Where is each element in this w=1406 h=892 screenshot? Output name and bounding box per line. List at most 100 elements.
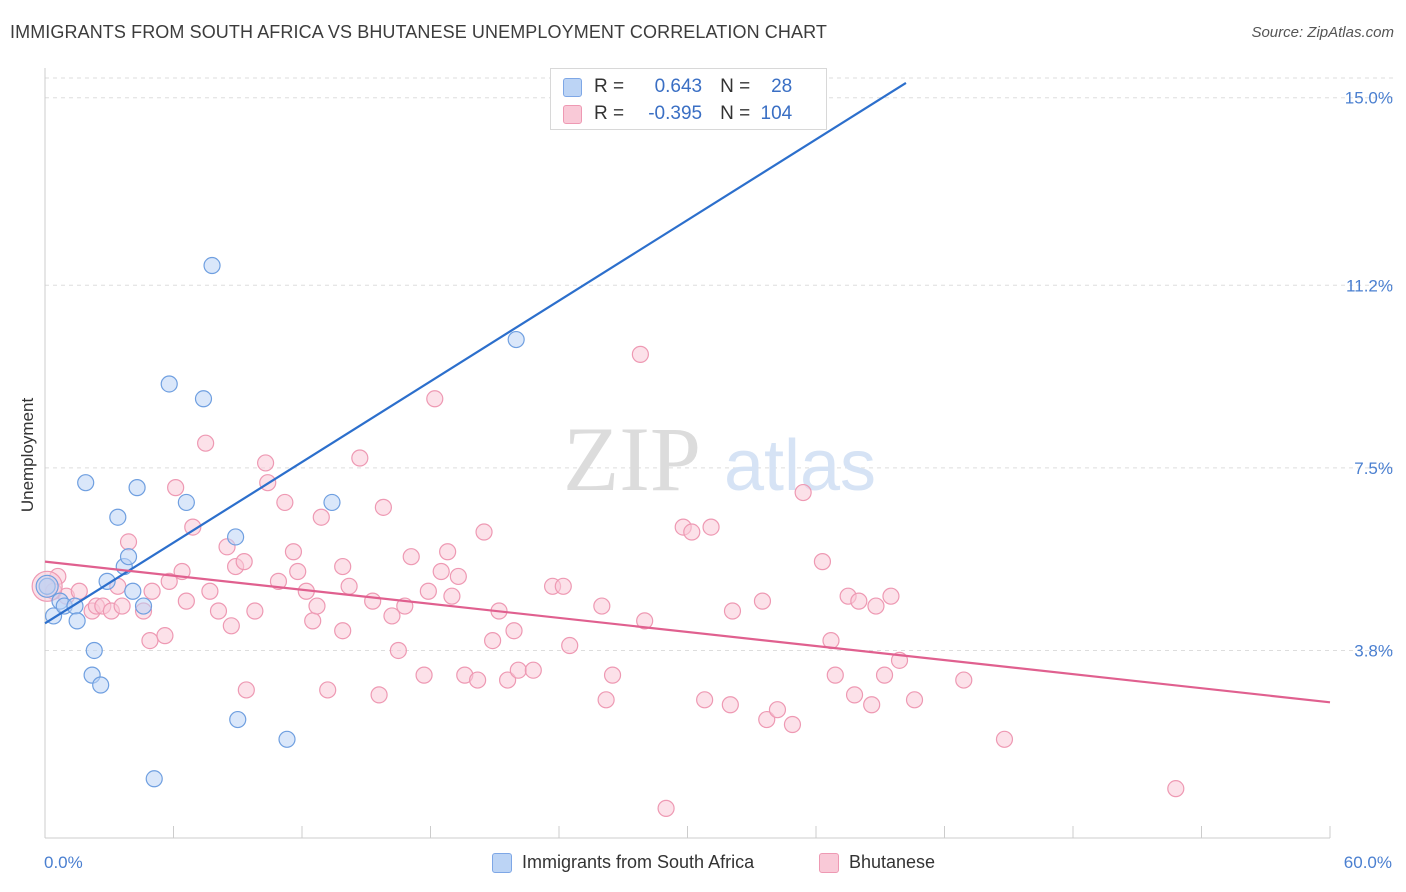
- south-africa-point: [128, 479, 146, 497]
- bhutanese-point: [657, 799, 675, 817]
- y-tick-label: 15.0%: [1345, 89, 1393, 108]
- r-value: -0.395: [648, 103, 703, 124]
- bhutanese-point: [794, 483, 812, 502]
- bhutanese-point: [1167, 780, 1185, 798]
- bhutanese-point: [721, 696, 739, 714]
- bhutanese-point: [141, 631, 159, 650]
- r-label: R =: [594, 76, 625, 97]
- bhutanese-point: [995, 730, 1014, 748]
- n-label: N =: [720, 76, 751, 97]
- south-africa-cluster-point: [35, 574, 59, 598]
- watermark-zip: ZIP: [563, 408, 701, 510]
- south-africa-point: [124, 582, 142, 600]
- y-tick-label: 7.5%: [1354, 459, 1393, 478]
- bhutanese-point: [269, 572, 288, 590]
- south-africa-point: [160, 375, 178, 393]
- south-africa-point: [92, 676, 110, 694]
- bhutanese-point: [256, 454, 275, 472]
- r-label: R =: [594, 103, 625, 124]
- bhutanese-point: [783, 715, 802, 734]
- bhutanese-point: [509, 661, 527, 679]
- n-value: 28: [771, 76, 793, 97]
- south-africa-point: [68, 612, 86, 630]
- bhutanese-point: [201, 582, 219, 600]
- bhutanese-point: [863, 696, 881, 714]
- bhutanese-point: [561, 636, 579, 655]
- x-tick-label-min: 0.0%: [44, 853, 83, 872]
- south-africa-point: [229, 710, 247, 729]
- bhutanese-point: [222, 617, 240, 635]
- bhutanese-point: [499, 671, 517, 689]
- south-africa-point: [145, 770, 163, 788]
- legend-label: Bhutanese: [849, 852, 936, 872]
- bhutanese-point: [237, 681, 255, 699]
- south-africa-point: [85, 641, 103, 660]
- bhutanese-point: [289, 562, 307, 581]
- chart-source: Source: ZipAtlas.com: [1251, 24, 1394, 41]
- bhutanese-point: [813, 553, 832, 571]
- blue-swatch-icon: [492, 852, 512, 873]
- bhutanese-point: [276, 493, 294, 512]
- south-africa-point: [227, 528, 245, 546]
- blue-swatch-icon: [563, 77, 582, 97]
- bhutanese-point: [723, 602, 742, 620]
- bhutanese-point: [334, 557, 352, 576]
- bhutanese-point: [419, 582, 437, 600]
- bhutanese-point: [475, 523, 493, 541]
- bhutanese-point: [554, 577, 572, 595]
- bhutanese-point: [308, 597, 326, 615]
- south-africa-point: [109, 508, 127, 526]
- bhutanese-point: [304, 612, 322, 630]
- south-africa-point: [194, 390, 213, 408]
- pink-swatch-icon: [819, 852, 839, 873]
- axes: [44, 68, 1331, 839]
- bhutanese-point: [593, 597, 611, 615]
- legend-item-south-africa[interactable]: Immigrants from South Africa: [492, 852, 754, 873]
- bhutanese-point: [364, 592, 382, 610]
- bhutanese-point: [334, 622, 352, 640]
- stats-row-south-africa: R = 0.643 N = 28: [563, 75, 792, 99]
- bhutanese-point: [826, 666, 844, 684]
- bhutanese-trendline: [44, 560, 1331, 704]
- bhutanese-point: [370, 686, 388, 704]
- pink-swatch-icon: [563, 104, 582, 124]
- stats-legend: R = 0.643 N = 28 R = -0.395 N = 104: [550, 68, 827, 130]
- y-tick-label: 11.2%: [1346, 276, 1393, 295]
- bhutanese-point: [319, 681, 337, 699]
- bhutanese-point: [312, 508, 330, 526]
- r-value: 0.643: [654, 76, 703, 97]
- bhutanese-point: [524, 661, 542, 679]
- bhutanese-point: [184, 518, 202, 536]
- bhutanese-point: [374, 498, 392, 516]
- bhutanese-point: [758, 710, 776, 729]
- bhutanese-point: [113, 597, 131, 615]
- bhutanese-point: [235, 553, 253, 571]
- bhutanese-point: [955, 671, 973, 689]
- bhutanese-point: [696, 691, 714, 709]
- bhutanese-point: [160, 572, 178, 590]
- chart-title: IMMIGRANTS FROM SOUTH AFRICA VS BHUTANES…: [10, 22, 827, 42]
- bhutanese-point: [631, 345, 649, 363]
- south-africa-point: [119, 548, 138, 566]
- bhutanese-point: [867, 597, 885, 615]
- bhutanese-point: [484, 631, 502, 650]
- bhutanese-point: [439, 543, 457, 561]
- bhutanese-point: [449, 567, 467, 586]
- bhutanese-point: [340, 577, 358, 595]
- south-africa-point: [203, 256, 221, 275]
- bhutanese-point: [469, 671, 487, 689]
- bhutanese-point: [603, 666, 622, 684]
- legend-item-bhutanese[interactable]: Bhutanese: [819, 852, 935, 873]
- bhutanese-point: [768, 701, 787, 719]
- bhutanese-point: [683, 523, 701, 541]
- bhutanese-point: [284, 543, 303, 561]
- bhutanese-point: [119, 533, 138, 551]
- bhutanese-point: [246, 602, 264, 620]
- bhutanese-point: [70, 582, 88, 600]
- bhutanese-point: [143, 582, 161, 600]
- n-label: N =: [720, 103, 751, 124]
- bhutanese-point: [209, 602, 228, 620]
- bhutanese-point: [875, 666, 894, 684]
- bhutanese-point: [753, 592, 772, 610]
